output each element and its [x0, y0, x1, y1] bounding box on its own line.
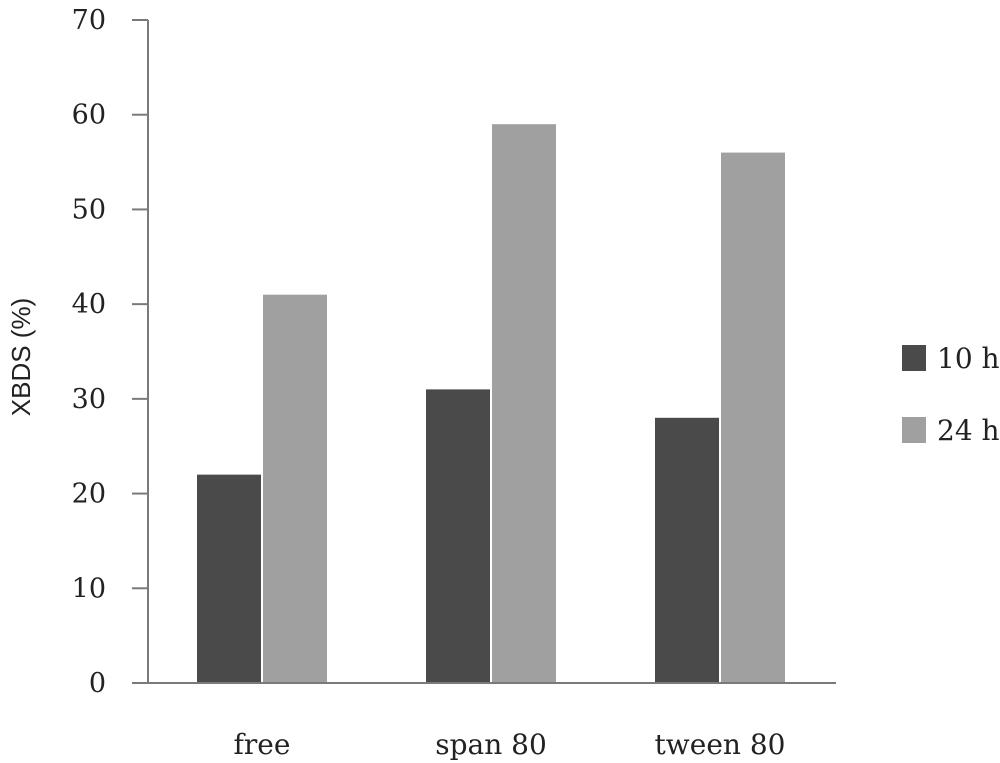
bar-tween-80-24h	[721, 152, 785, 684]
bar-span-80-10h	[426, 389, 490, 683]
y-tick-label-7: 70	[72, 5, 106, 36]
legend-swatch-0	[902, 345, 926, 371]
x-category-label-2: tween 80	[655, 728, 786, 761]
y-tick-label-2: 20	[72, 479, 106, 510]
x-axis: free span 80 tween 80	[132, 682, 836, 761]
y-tick-label-4: 40	[72, 289, 106, 320]
legend-label-1: 24 h	[937, 414, 1000, 447]
y-tick-label-5: 50	[72, 194, 106, 225]
x-category-label-0: free	[234, 728, 291, 761]
x-category-label-1: span 80	[435, 728, 547, 761]
y-axis-title: XBDS (%)	[6, 298, 36, 416]
y-tick-label-1: 10	[72, 573, 106, 604]
bars	[197, 124, 785, 684]
bar-free-10h	[197, 474, 261, 683]
y-axis: 0 10 20 30 40 50 60 70	[72, 5, 149, 699]
bar-span-80-24h	[492, 124, 556, 683]
legend-swatch-1	[902, 417, 926, 443]
y-tick-label-3: 30	[72, 384, 106, 415]
legend-label-0: 10 h	[937, 342, 1000, 375]
bar-free-24h	[263, 294, 327, 683]
bar-tween-80-10h	[655, 417, 719, 683]
y-tick-label-6: 60	[72, 100, 106, 131]
legend: 10 h 24 h	[902, 342, 1000, 447]
y-tick-label-0: 0	[89, 668, 106, 699]
